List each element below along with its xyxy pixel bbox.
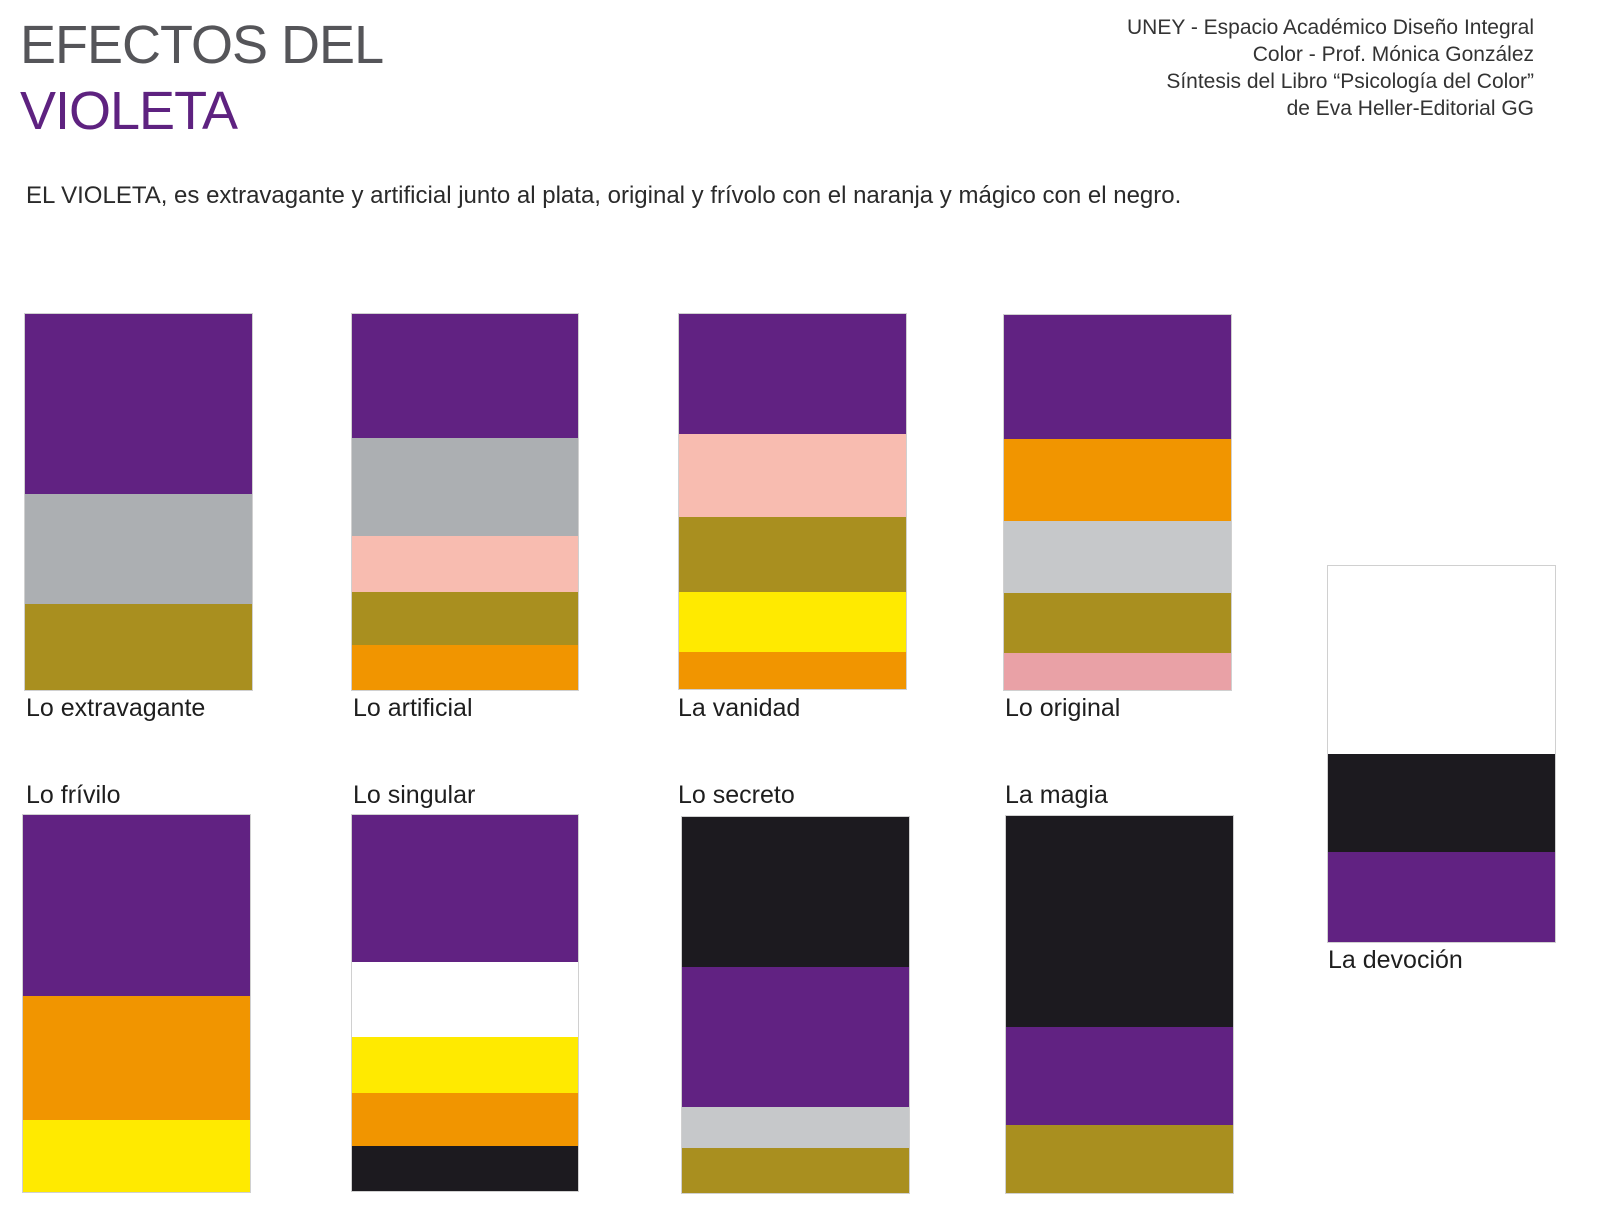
color-stack bbox=[1327, 565, 1556, 943]
credit-line: de Eva Heller-Editorial GG bbox=[1286, 97, 1534, 120]
swatch-label: Lo frívilo bbox=[26, 781, 121, 809]
color-stack bbox=[351, 814, 579, 1192]
color-band-oro bbox=[682, 1147, 909, 1193]
swatch-label: Lo singular bbox=[353, 781, 476, 809]
color-band-violeta bbox=[25, 314, 252, 495]
color-band-oro bbox=[1006, 1125, 1233, 1193]
swatch-label: La magia bbox=[1005, 781, 1108, 809]
color-band-naranja bbox=[23, 995, 250, 1121]
credit-line: Síntesis del Libro “Psicología del Color… bbox=[1166, 70, 1534, 93]
color-band-oro bbox=[25, 603, 252, 690]
color-band-violeta bbox=[1328, 851, 1555, 942]
intro-text: EL VIOLETA, es extravagante y artificial… bbox=[26, 182, 1182, 209]
color-band-oro bbox=[679, 516, 906, 592]
swatch-label: La devoción bbox=[1328, 946, 1463, 974]
color-band-oro bbox=[352, 592, 578, 645]
color-band-negro bbox=[682, 817, 909, 968]
color-band-negro bbox=[1328, 754, 1555, 852]
title-line-2: VIOLETA bbox=[20, 81, 238, 141]
color-stack bbox=[1005, 815, 1234, 1194]
color-stack bbox=[351, 313, 579, 691]
swatch-label: Lo secreto bbox=[678, 781, 795, 809]
color-band-violeta bbox=[1004, 315, 1231, 439]
color-band-rosa-palido bbox=[1004, 652, 1231, 690]
color-band-naranja bbox=[352, 644, 578, 690]
swatch-label: Lo original bbox=[1005, 694, 1121, 722]
color-band-blanco bbox=[1328, 566, 1555, 754]
color-band-violeta bbox=[352, 815, 578, 962]
swatch-label: Lo extravagante bbox=[26, 694, 206, 722]
swatch-label: Lo artificial bbox=[353, 694, 473, 722]
color-band-plata bbox=[25, 494, 252, 604]
color-band-oro bbox=[1004, 592, 1231, 653]
color-band-plata-claro bbox=[682, 1106, 909, 1148]
color-band-negro bbox=[352, 1145, 578, 1191]
color-band-naranja bbox=[679, 651, 906, 689]
credit-line: UNEY - Espacio Académico Diseño Integral bbox=[1127, 16, 1534, 39]
title-line-1: EFECTOS DEL bbox=[20, 15, 384, 75]
color-band-naranja bbox=[352, 1093, 578, 1146]
color-band-rosa bbox=[679, 434, 906, 517]
color-band-amarillo bbox=[23, 1120, 250, 1192]
color-band-naranja bbox=[1004, 438, 1231, 522]
color-band-violeta bbox=[679, 314, 906, 434]
color-band-violeta bbox=[1006, 1027, 1233, 1126]
color-band-rosa bbox=[352, 535, 578, 593]
color-band-violeta bbox=[23, 815, 250, 996]
color-stack bbox=[24, 313, 253, 691]
color-stack bbox=[681, 816, 910, 1194]
swatch-label: La vanidad bbox=[678, 694, 801, 722]
color-band-negro bbox=[1006, 816, 1233, 1028]
credits: UNEY - Espacio Académico Diseño Integral… bbox=[1127, 14, 1534, 122]
color-band-violeta bbox=[352, 314, 578, 439]
color-stack bbox=[22, 814, 251, 1193]
color-band-amarillo bbox=[679, 591, 906, 652]
color-band-blanco bbox=[352, 961, 578, 1037]
color-band-plata bbox=[352, 438, 578, 536]
color-band-plata-claro bbox=[1004, 521, 1231, 593]
color-stack bbox=[678, 313, 907, 690]
color-band-violeta bbox=[682, 967, 909, 1107]
credit-line: Color - Prof. Mónica González bbox=[1252, 43, 1534, 66]
color-stack bbox=[1003, 314, 1232, 691]
color-band-amarillo bbox=[352, 1036, 578, 1094]
